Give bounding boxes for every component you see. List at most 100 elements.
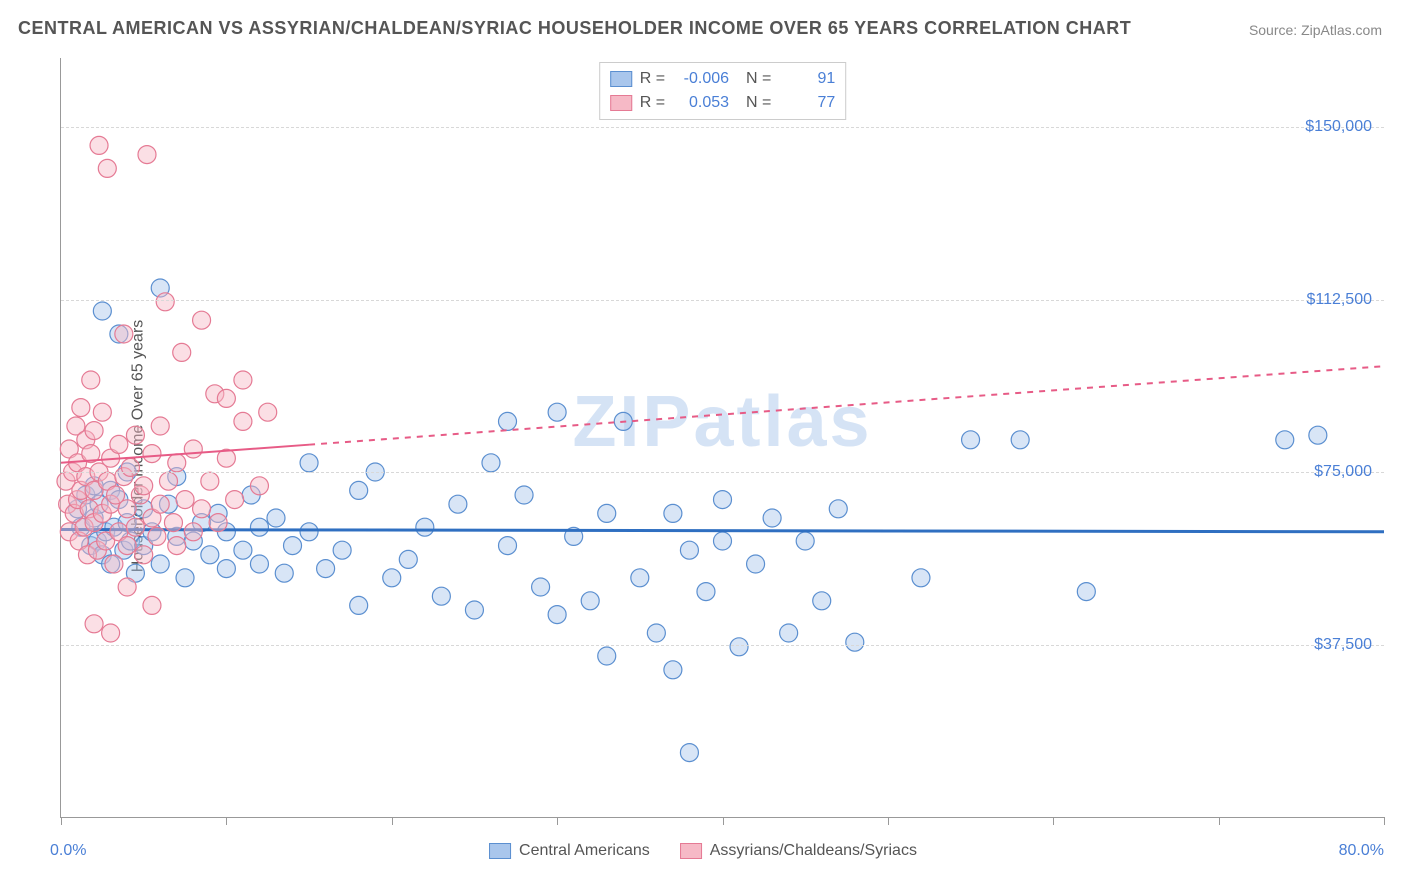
scatter-point xyxy=(846,633,864,651)
legend-series: Central Americans Assyrians/Chaldeans/Sy… xyxy=(489,842,917,860)
scatter-point xyxy=(350,596,368,614)
legend-series-item-1: Assyrians/Chaldeans/Syriacs xyxy=(680,842,917,860)
legend-n-label: N = xyxy=(737,91,771,115)
legend-r-label: R = xyxy=(640,91,665,115)
source-attribution: Source: ZipAtlas.com xyxy=(1249,22,1382,38)
x-tick xyxy=(61,817,62,825)
scatter-point xyxy=(110,435,128,453)
x-tick xyxy=(226,817,227,825)
scatter-point xyxy=(350,481,368,499)
scatter-point xyxy=(176,491,194,509)
scatter-point xyxy=(143,596,161,614)
scatter-point xyxy=(383,569,401,587)
gridline xyxy=(61,645,1384,646)
scatter-point xyxy=(138,146,156,164)
scatter-point xyxy=(730,638,748,656)
scatter-point xyxy=(813,592,831,610)
x-tick xyxy=(888,817,889,825)
scatter-point xyxy=(209,514,227,532)
scatter-point xyxy=(1011,431,1029,449)
scatter-point xyxy=(234,371,252,389)
scatter-point xyxy=(135,477,153,495)
x-tick xyxy=(1384,817,1385,825)
plot-area: ZIPatlas R = -0.006 N = 91 R = 0.053 N =… xyxy=(60,58,1384,818)
scatter-point xyxy=(284,537,302,555)
scatter-point xyxy=(90,136,108,154)
legend-series-label-1: Assyrians/Chaldeans/Syriacs xyxy=(710,842,917,860)
scatter-point xyxy=(164,514,182,532)
x-axis-min-label: 0.0% xyxy=(50,842,86,860)
scatter-point xyxy=(300,454,318,472)
scatter-point xyxy=(465,601,483,619)
y-tick-label: $37,500 xyxy=(1314,636,1372,654)
scatter-point xyxy=(118,578,136,596)
scatter-point xyxy=(118,500,136,518)
scatter-point xyxy=(184,440,202,458)
scatter-point xyxy=(126,518,144,536)
scatter-point xyxy=(135,546,153,564)
scatter-point xyxy=(664,504,682,522)
legend-n-value-0: 91 xyxy=(779,67,835,91)
scatter-point xyxy=(548,403,566,421)
scatter-point xyxy=(72,399,90,417)
scatter-point xyxy=(201,546,219,564)
x-tick xyxy=(723,817,724,825)
chart-title: CENTRAL AMERICAN VS ASSYRIAN/CHALDEAN/SY… xyxy=(18,18,1131,39)
y-tick-label: $150,000 xyxy=(1305,118,1372,136)
scatter-point xyxy=(317,560,335,578)
scatter-point xyxy=(763,509,781,527)
legend-n-label: N = xyxy=(737,67,771,91)
scatter-point xyxy=(581,592,599,610)
scatter-point xyxy=(482,454,500,472)
scatter-point xyxy=(647,624,665,642)
gridline xyxy=(61,472,1384,473)
scatter-point xyxy=(151,555,169,573)
scatter-point xyxy=(193,311,211,329)
scatter-point xyxy=(234,541,252,559)
legend-r-value-1: 0.053 xyxy=(673,91,729,115)
scatter-point xyxy=(631,569,649,587)
legend-r-label: R = xyxy=(640,67,665,91)
scatter-point xyxy=(598,647,616,665)
scatter-point xyxy=(226,491,244,509)
scatter-point xyxy=(102,624,120,642)
scatter-point xyxy=(449,495,467,513)
legend-n-value-1: 77 xyxy=(779,91,835,115)
scatter-point xyxy=(93,302,111,320)
scatter-point xyxy=(259,403,277,421)
gridline xyxy=(61,127,1384,128)
scatter-point xyxy=(234,412,252,430)
scatter-point xyxy=(217,389,235,407)
scatter-point xyxy=(1077,583,1095,601)
scatter-point xyxy=(680,744,698,762)
scatter-point xyxy=(118,537,136,555)
scatter-point xyxy=(680,541,698,559)
plot-svg xyxy=(61,58,1384,817)
scatter-point xyxy=(159,472,177,490)
scatter-point xyxy=(151,495,169,513)
scatter-point xyxy=(115,325,133,343)
scatter-point xyxy=(416,518,434,536)
scatter-point xyxy=(499,537,517,555)
legend-stats-row-0: R = -0.006 N = 91 xyxy=(610,67,836,91)
scatter-point xyxy=(143,445,161,463)
scatter-point xyxy=(250,477,268,495)
scatter-point xyxy=(121,458,139,476)
scatter-point xyxy=(333,541,351,559)
scatter-point xyxy=(780,624,798,642)
scatter-point xyxy=(714,491,732,509)
x-axis-max-label: 80.0% xyxy=(1339,842,1384,860)
scatter-point xyxy=(250,518,268,536)
scatter-point xyxy=(532,578,550,596)
scatter-point xyxy=(176,569,194,587)
y-tick-label: $112,500 xyxy=(1306,291,1372,309)
legend-series-item-0: Central Americans xyxy=(489,842,650,860)
scatter-point xyxy=(697,583,715,601)
legend-swatch-bottom-1 xyxy=(680,843,702,859)
x-tick xyxy=(557,817,558,825)
scatter-point xyxy=(168,537,186,555)
scatter-point xyxy=(168,454,186,472)
scatter-point xyxy=(714,532,732,550)
x-tick xyxy=(392,817,393,825)
scatter-point xyxy=(962,431,980,449)
